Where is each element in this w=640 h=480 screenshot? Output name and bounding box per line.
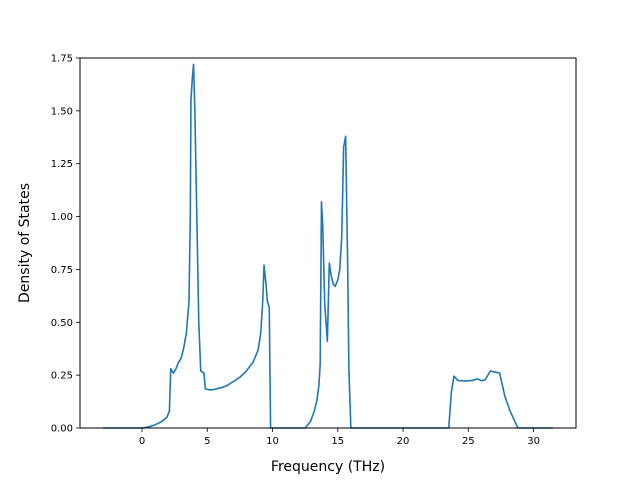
- y-tick-label: 1.25: [51, 159, 73, 170]
- plot-area: [80, 58, 576, 428]
- y-axis-label: Density of States: [17, 183, 33, 303]
- y-tick-label: 0.25: [51, 371, 73, 382]
- y-tick-label: 1.75: [51, 54, 73, 65]
- y-tick-label: 0.50: [51, 318, 73, 329]
- x-tick-label: 5: [204, 436, 210, 447]
- x-tick-label: 20: [397, 436, 410, 447]
- x-axis-label: Frequency (THz): [271, 459, 385, 475]
- plot-frame: [79, 57, 577, 429]
- x-tick-label: 15: [331, 436, 344, 447]
- y-tick-label: 1.00: [51, 212, 73, 223]
- x-tick-label: 0: [139, 436, 145, 447]
- y-axis-ticks: 0.00 0.25 0.50 0.75 1.00 1.25 1.50 1.75: [51, 54, 80, 435]
- y-tick-label: 1.50: [51, 106, 73, 117]
- x-axis-ticks: 0 5 10 15 20 25 30: [139, 428, 540, 447]
- y-tick-label: 0.00: [51, 424, 73, 435]
- x-tick-label: 25: [462, 436, 475, 447]
- x-tick-label: 30: [527, 436, 540, 447]
- x-tick-label: 10: [266, 436, 279, 447]
- y-tick-label: 0.75: [51, 265, 73, 276]
